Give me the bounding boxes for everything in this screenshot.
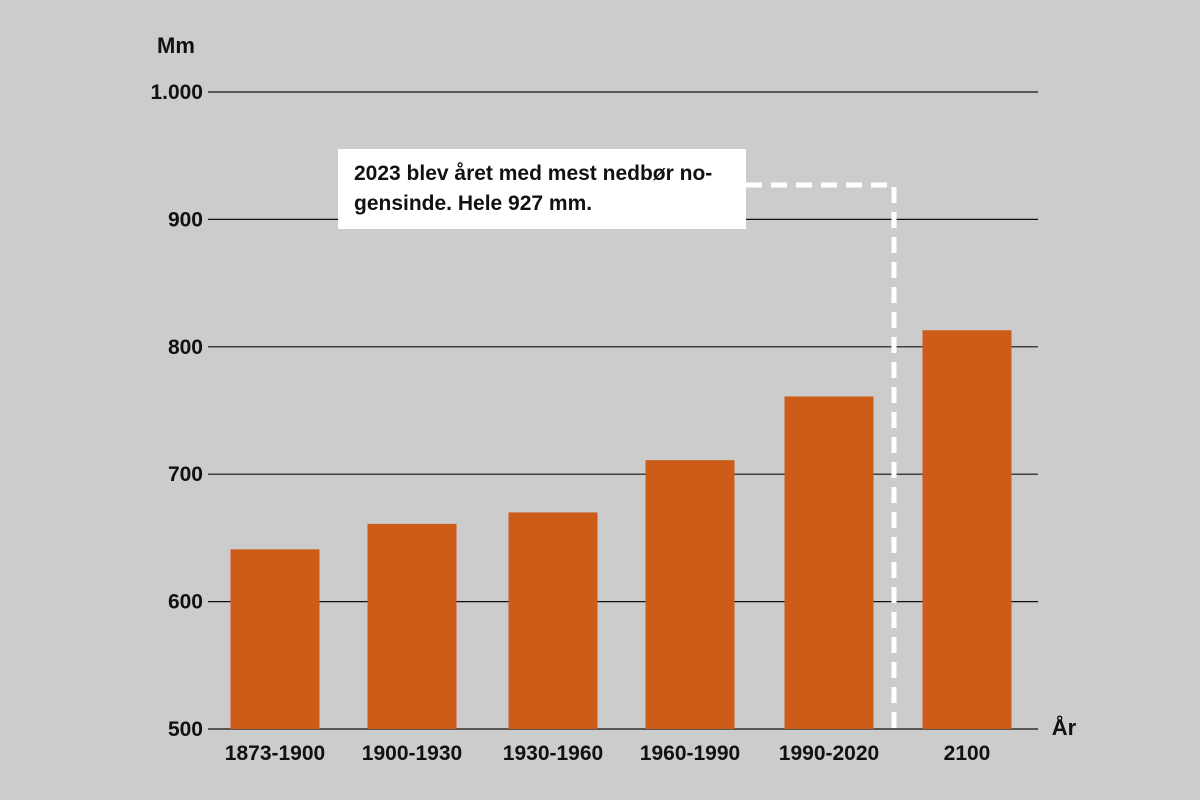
annotation-line-2: gensinde. Hele 927 mm. xyxy=(354,192,593,215)
y-tick-label: 700 xyxy=(168,463,203,486)
annotation-line-1: 2023 blev året med mest nedbør no- xyxy=(354,162,713,185)
y-tick-label: 900 xyxy=(168,208,203,231)
bar xyxy=(367,523,457,729)
bars xyxy=(230,330,1012,729)
x-tick-labels: 1873-1900 1900-1930 1930-1960 1960-1990 1990… xyxy=(225,742,991,765)
y-tick-label: 1.000 xyxy=(150,81,203,104)
y-tick-label: 800 xyxy=(168,336,203,359)
x-tick-label: 1960-1990 xyxy=(640,742,740,765)
x-tick-label: 1990-2020 xyxy=(779,742,879,765)
bar xyxy=(645,460,735,729)
y-tick-labels: 500 600 700 800 900 1.000 xyxy=(150,81,203,741)
bar xyxy=(922,330,1012,729)
callout-dashed-line xyxy=(746,182,897,729)
x-tick-label: 1930-1960 xyxy=(503,742,603,765)
y-tick-label: 500 xyxy=(168,718,203,741)
y-tick-label: 600 xyxy=(168,591,203,614)
bar xyxy=(508,512,598,729)
x-tick-label: 1900-1930 xyxy=(362,742,462,765)
x-axis-title: År xyxy=(1052,714,1077,740)
x-tick-label: 2100 xyxy=(944,742,991,765)
bar xyxy=(230,549,320,729)
bar xyxy=(784,396,874,729)
x-tick-label: 1873-1900 xyxy=(225,742,325,765)
y-axis-title: Mm xyxy=(157,33,195,58)
annotation-callout: 2023 blev året med mest nedbør no- gensi… xyxy=(338,149,746,229)
callout-connector xyxy=(746,182,897,729)
